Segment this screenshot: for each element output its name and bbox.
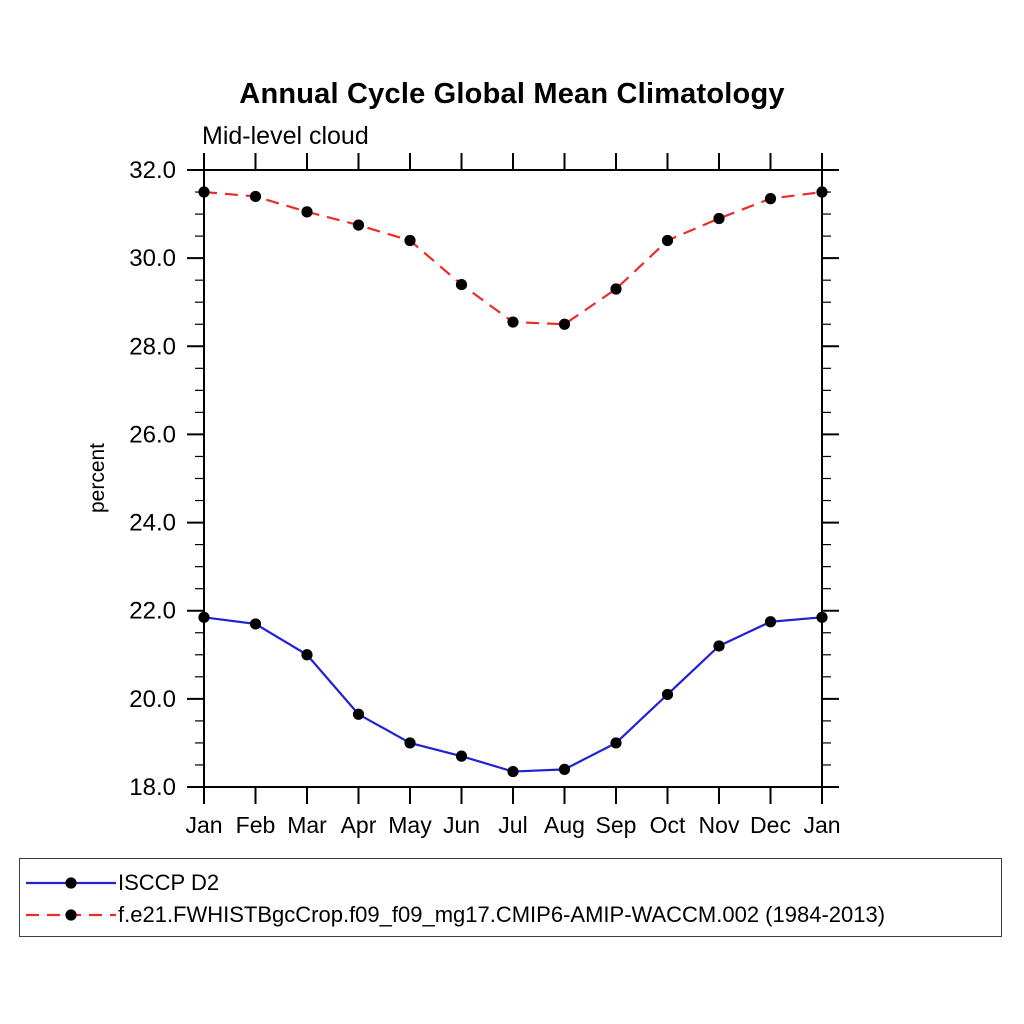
x-tick-label: Oct	[650, 812, 686, 838]
series-line-0	[203, 616, 823, 773]
chart-subtitle: Mid-level cloud	[202, 122, 369, 150]
x-tick-label: Mar	[287, 812, 327, 838]
data-point	[764, 193, 777, 205]
legend-label-isccp: ISCCP D2	[118, 870, 220, 895]
data-point	[661, 688, 674, 701]
x-tick-label: Apr	[341, 812, 377, 838]
y-tick-label: 20.0	[129, 686, 176, 713]
x-tick-label: Jan	[185, 812, 222, 838]
legend-sample-marker	[65, 909, 77, 921]
x-tick-label: Feb	[236, 812, 276, 838]
y-tick-label: 30.0	[129, 245, 176, 272]
data-point	[816, 611, 828, 623]
data-point	[352, 708, 365, 720]
x-tick-label: Jan	[803, 812, 840, 838]
data-point	[713, 640, 725, 652]
legend-box: ISCCP D2 f.e21.FWHISTBgcCrop.f09_f09_mg1…	[19, 858, 1002, 937]
y-tick-label: 24.0	[129, 510, 176, 537]
legend-row-isccp: ISCCP D2	[26, 868, 219, 898]
data-point	[455, 750, 468, 762]
legend-row-model: f.e21.FWHISTBgcCrop.f09_f09_mg17.CMIP6-A…	[26, 900, 885, 930]
y-tick-label: 32.0	[129, 157, 176, 184]
x-tick-label: Jul	[498, 812, 527, 838]
data-point	[507, 316, 519, 328]
legend-sample-marker	[65, 877, 77, 889]
x-tick-label: Aug	[544, 812, 585, 838]
legend-label-model: f.e21.FWHISTBgcCrop.f09_f09_mg17.CMIP6-A…	[118, 902, 886, 927]
data-point	[249, 618, 262, 630]
y-tick-label: 18.0	[129, 774, 176, 801]
data-point	[198, 611, 210, 623]
data-point	[352, 219, 365, 231]
chart-title: Annual Cycle Global Mean Climatology	[239, 78, 785, 110]
data-point	[661, 234, 674, 247]
x-tick-label: May	[388, 812, 432, 838]
data-point	[764, 616, 777, 628]
data-point	[249, 190, 262, 203]
data-point	[455, 278, 468, 291]
data-point	[507, 765, 519, 778]
plot-area: Jan Feb Mar Apr May Jun Jul Aug Sep Oct Nov Dec Jan 1…	[129, 153, 841, 838]
legend-line-sample-dashed	[26, 909, 116, 921]
data-point	[816, 186, 828, 198]
data-point	[558, 763, 571, 775]
data-point	[198, 186, 210, 198]
data-point	[301, 206, 313, 218]
x-tick-label: Dec	[750, 812, 791, 838]
x-tick-label: Nov	[699, 812, 740, 838]
series-line-1	[203, 190, 823, 326]
y-tick-label: 28.0	[129, 333, 176, 360]
data-point	[404, 234, 416, 247]
data-point	[301, 649, 313, 661]
data-point	[610, 283, 622, 295]
data-point	[610, 737, 622, 749]
x-tick-label: Sep	[596, 812, 637, 838]
y-tick-label: 26.0	[129, 421, 176, 448]
data-point	[713, 212, 725, 225]
plot-frame	[203, 169, 823, 788]
data-point	[558, 318, 571, 330]
legend-line-sample-solid	[26, 877, 116, 889]
y-tick-label: 22.0	[129, 598, 176, 625]
x-tick-label: Jun	[443, 812, 480, 838]
data-point	[404, 737, 416, 749]
